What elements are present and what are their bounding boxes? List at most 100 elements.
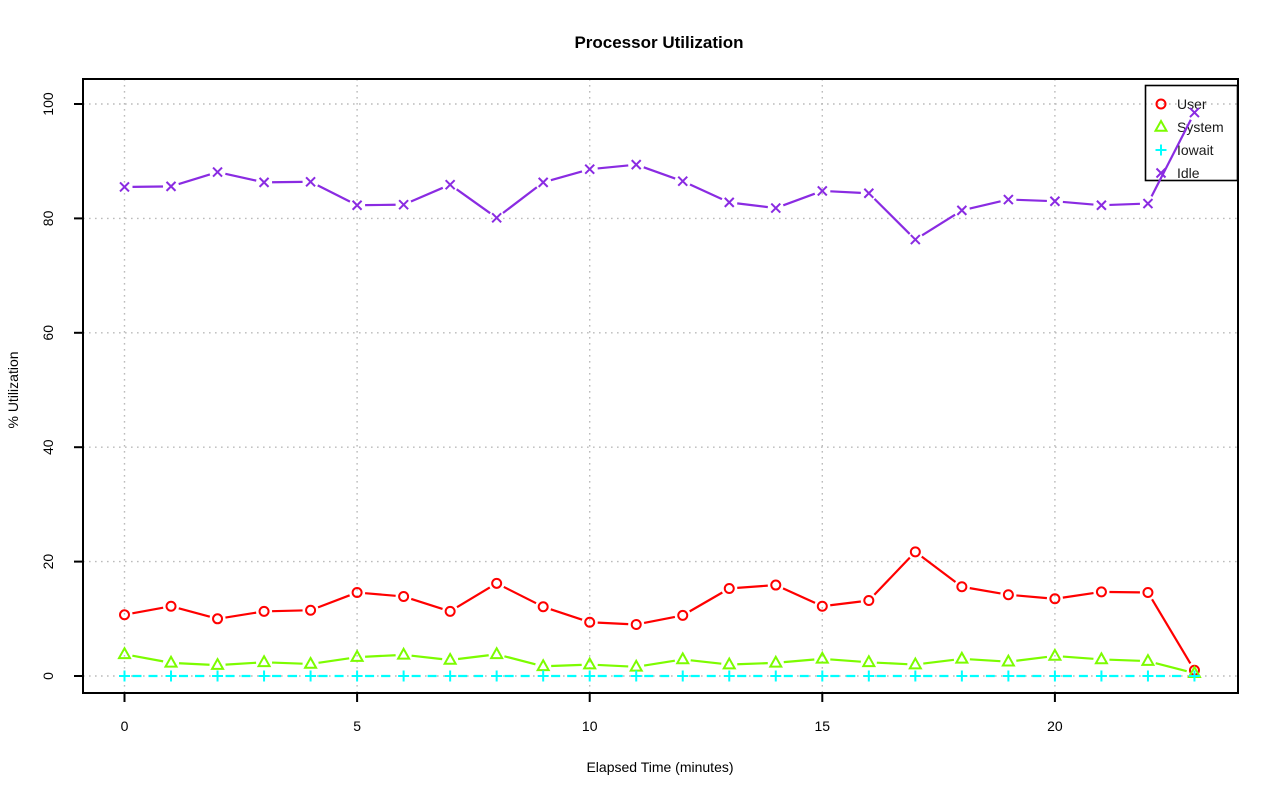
marker-x xyxy=(444,179,456,190)
series-segment xyxy=(830,658,861,663)
series-segment xyxy=(873,198,911,235)
marker-x xyxy=(1189,107,1200,118)
y-tick-label: 100 xyxy=(40,92,56,116)
marker-plus xyxy=(212,670,224,682)
data-series xyxy=(117,107,1202,682)
marker-triangle xyxy=(396,646,411,660)
marker-plus xyxy=(165,670,177,682)
marker-triangle xyxy=(163,654,179,668)
marker-circle xyxy=(212,613,224,625)
marker-x xyxy=(491,212,502,224)
series-segment xyxy=(1151,598,1192,664)
marker-x xyxy=(1096,200,1107,211)
marker-circle xyxy=(770,579,782,591)
series-segment xyxy=(410,597,443,610)
series-segment xyxy=(1016,655,1048,662)
series-segment xyxy=(132,606,164,615)
series-segment xyxy=(178,173,211,186)
marker-x xyxy=(212,166,223,178)
series-segment xyxy=(317,184,351,203)
series-segment xyxy=(830,600,862,607)
marker-triangle xyxy=(303,655,318,669)
axes: 0 5 10 15 20 0 20 40 60 80 100 xyxy=(40,78,1239,734)
series-segment xyxy=(364,592,396,597)
series-segment xyxy=(969,200,1001,210)
series-segment xyxy=(550,608,583,621)
series-segment xyxy=(225,661,257,666)
legend-label: User xyxy=(1177,96,1207,112)
series-segment xyxy=(1062,655,1094,660)
legend-label: Iowait xyxy=(1177,142,1214,158)
series-segment xyxy=(178,607,211,618)
marker-triangle xyxy=(256,654,272,668)
marker-x xyxy=(537,177,549,188)
marker-plus xyxy=(770,670,782,682)
y-tick-label: 60 xyxy=(40,325,56,341)
series-segment xyxy=(504,655,536,666)
marker-circle xyxy=(723,582,735,594)
marker-circle xyxy=(258,605,270,617)
series-segment xyxy=(1109,202,1140,207)
series-segment xyxy=(969,587,1001,595)
marker-circle xyxy=(1002,589,1014,601)
marker-circle xyxy=(630,619,642,631)
series-segment xyxy=(1016,594,1048,600)
legend-label: Idle xyxy=(1177,165,1200,181)
series-segment xyxy=(782,192,816,207)
marker-triangle xyxy=(1047,647,1063,661)
marker-triangle xyxy=(675,651,690,665)
series-segment xyxy=(410,186,444,203)
marker-circle xyxy=(1155,98,1167,110)
marker-x xyxy=(724,197,735,208)
series-segment xyxy=(737,662,768,666)
marker-triangle xyxy=(349,649,365,662)
series-segment xyxy=(551,663,582,668)
marker-plus xyxy=(723,670,735,682)
marker-plus xyxy=(1049,670,1061,682)
series-segment xyxy=(550,170,583,182)
marker-circle xyxy=(537,601,549,613)
marker-triangle xyxy=(210,657,225,670)
marker-plus xyxy=(1095,670,1107,682)
series-segment xyxy=(272,609,303,613)
gridlines xyxy=(83,79,1238,693)
series-segment xyxy=(1150,119,1192,197)
series-segment xyxy=(317,594,351,609)
x-axis-label: Elapsed Time (minutes) xyxy=(586,759,733,775)
marker-circle xyxy=(444,605,456,617)
y-axis-label: % Utilization xyxy=(5,351,21,428)
marker-x xyxy=(584,164,595,175)
marker-x xyxy=(165,181,177,192)
marker-x xyxy=(677,176,688,187)
marker-circle xyxy=(1142,586,1154,598)
marker-plus xyxy=(584,670,596,682)
marker-x xyxy=(1003,194,1014,205)
series-segment xyxy=(318,657,350,664)
series-segment xyxy=(225,611,257,619)
series-idle xyxy=(119,107,1200,245)
marker-triangle xyxy=(861,654,877,668)
y-tick-label: 0 xyxy=(40,672,56,680)
marker-triangle xyxy=(117,646,132,660)
series-segment xyxy=(689,183,723,201)
marker-circle xyxy=(909,546,921,558)
series-segment xyxy=(597,621,629,626)
series-segment xyxy=(782,587,816,604)
series-segment xyxy=(225,172,257,182)
series-segment xyxy=(272,661,303,665)
marker-plus xyxy=(351,670,363,682)
series-segment xyxy=(783,658,815,664)
x-tick-label: 5 xyxy=(353,718,361,734)
series-segment xyxy=(503,585,537,605)
marker-x xyxy=(351,200,363,211)
marker-circle xyxy=(119,609,130,621)
marker-triangle xyxy=(954,650,970,664)
marker-triangle xyxy=(442,651,458,665)
y-tick-label: 40 xyxy=(40,439,56,455)
marker-triangle xyxy=(489,646,504,660)
series-segment xyxy=(643,166,676,180)
marker-triangle xyxy=(815,650,830,664)
marker-x xyxy=(631,159,642,170)
series-segment xyxy=(923,658,955,665)
marker-circle xyxy=(956,581,968,593)
